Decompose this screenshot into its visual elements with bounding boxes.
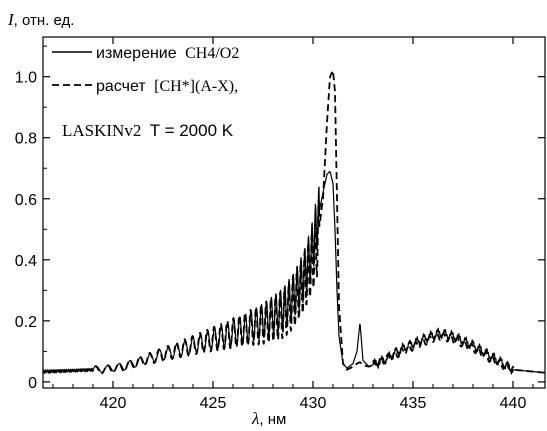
y-axis-unit: , отн. ед. — [14, 12, 75, 29]
series-measurement-line — [42, 170, 546, 375]
y-axis-symbol: I — [7, 10, 15, 29]
x-tick-label: 440 — [500, 395, 527, 412]
series-calculation-line — [42, 69, 546, 375]
y-tick-label: 0.6 — [15, 192, 37, 209]
y-axis-ticks: 0 0.2 0.4 0.6 0.8 1.0 — [15, 45, 545, 392]
legend-entry-calculation: расчет [CH*](A-X), — [96, 78, 238, 95]
x-tick-label: 435 — [400, 395, 427, 412]
model-annotation: LASKINv2 T = 2000 K — [62, 121, 234, 140]
legend-measurement-label: измерение — [96, 45, 177, 62]
temperature-label: T = 2000 K — [150, 121, 234, 140]
y-tick-label: 1.0 — [15, 70, 37, 87]
legend: измерение CH4/O2 расчет [CH*](A-X), LASK… — [52, 45, 239, 140]
x-axis-label: λ, нм — [251, 409, 286, 428]
legend-calculation-label: расчет — [96, 78, 146, 95]
legend-measurement-formula: CH4/O2 — [185, 45, 239, 62]
x-axis-symbol: λ — [251, 409, 259, 428]
y-tick-label: 0.2 — [15, 314, 37, 331]
y-tick-label: 0.4 — [15, 253, 37, 270]
plot-frame — [42, 36, 546, 389]
x-axis-ticks: 420 425 430 435 440 — [52, 37, 534, 412]
x-axis-unit: , нм — [259, 411, 286, 428]
legend-calculation-formula: [CH*](A-X), — [154, 78, 238, 95]
y-tick-label: 0.8 — [15, 131, 37, 148]
model-name: LASKINv2 — [62, 121, 141, 140]
y-tick-label: 0 — [28, 375, 37, 392]
legend-entry-measurement: измерение CH4/O2 — [96, 45, 239, 62]
x-tick-label: 425 — [200, 395, 227, 412]
x-tick-label: 430 — [300, 395, 327, 412]
y-axis-label: I, отн. ед. — [7, 10, 74, 29]
series-layer — [42, 69, 546, 375]
x-tick-label: 420 — [100, 395, 127, 412]
